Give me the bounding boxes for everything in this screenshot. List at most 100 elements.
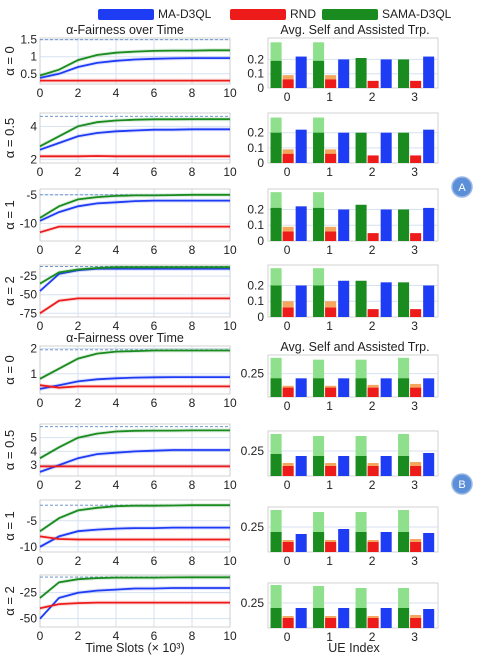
y-axis-label: α = 1 (2, 511, 17, 541)
bar-sama-d3ql (313, 207, 325, 241)
bar-chart-b-3: 0 1 2 3 0.25 (241, 582, 439, 644)
x-tick-label: 0 (284, 319, 291, 333)
x-tick-label: 4 (113, 86, 120, 100)
bar-rnd (410, 233, 422, 241)
legend: MA-D3QL RND SAMA-D3QL (0, 6, 485, 24)
bar-rnd (325, 153, 337, 163)
y-tick-label: 0.1 (247, 218, 264, 232)
y-tick-label: 0.2 (247, 126, 264, 140)
series-band-ma-d3ql (40, 375, 230, 391)
x-tick-label: 2 (369, 554, 376, 568)
bar-sama-self (355, 359, 367, 397)
bar-ma-d3ql (338, 280, 350, 317)
bar-ma-d3ql (295, 56, 307, 88)
bar-ma-d3ql (295, 534, 307, 552)
y-axis-label: α = 0 (2, 46, 17, 76)
bar-rnd (410, 466, 422, 476)
y-tick-label: 5 (30, 431, 37, 445)
y-tick-label: -75 (20, 306, 38, 320)
bar-sama-self (398, 357, 410, 397)
x-axis-label: Time Slots (× 10³) (85, 641, 184, 655)
bar-sama-d3ql (313, 60, 325, 88)
bar-sama-d3ql (398, 132, 410, 163)
legend-swatch-ma-d3ql (98, 8, 154, 20)
bar-sama-d3ql (355, 456, 367, 476)
bar-rnd (325, 542, 337, 552)
series-band-sama-d3ql (40, 192, 230, 220)
bar-ma-d3ql (380, 608, 392, 628)
panel-badge-b: B (451, 473, 473, 495)
x-tick-label: 2 (75, 478, 82, 492)
x-tick-label: 2 (75, 165, 82, 179)
bar-ma-d3ql (423, 56, 435, 88)
y-tick-label: 1 (30, 367, 37, 381)
bar-sama-d3ql (313, 378, 325, 397)
x-tick-label: 6 (151, 165, 158, 179)
y-tick-label: 0 (257, 310, 264, 324)
bar-ma-d3ql (338, 456, 350, 476)
bar-sama-d3ql (355, 132, 367, 163)
y-tick-label: -50 (20, 612, 38, 626)
series-band-sama-d3ql (40, 117, 230, 149)
x-tick-label: 2 (369, 165, 376, 179)
x-tick-label: 8 (189, 554, 196, 568)
bar-ma-d3ql (423, 453, 435, 476)
x-tick-label: 3 (411, 243, 418, 257)
x-tick-label: 6 (151, 478, 158, 492)
x-tick-label: 8 (189, 629, 196, 643)
bar-rnd (325, 231, 337, 241)
x-tick-label: 4 (113, 478, 120, 492)
x-tick-label: 2 (75, 629, 82, 643)
bar-ma-d3ql (295, 129, 307, 163)
bar-ma-d3ql (295, 456, 307, 476)
x-tick-label: 0 (37, 243, 44, 257)
bar-ma-d3ql (295, 285, 307, 317)
bar-ma-d3ql (423, 207, 435, 241)
x-tick-label: 3 (411, 554, 418, 568)
bar-ma-d3ql (380, 456, 392, 476)
bar-sama-d3ql (355, 58, 367, 88)
bar-sama-d3ql (355, 608, 367, 628)
x-tick-label: 10 (223, 396, 237, 410)
x-tick-label: 2 (369, 243, 376, 257)
bar-sama-self (270, 357, 282, 397)
legend-swatch-rnd (230, 8, 286, 20)
legend-item-ma-d3ql: MA-D3QL (98, 6, 211, 22)
y-tick-label: 0.2 (247, 202, 264, 216)
x-tick-label: 4 (113, 396, 120, 410)
plot-frame (267, 430, 439, 477)
bar-rnd (325, 307, 337, 317)
bar-ma-d3ql (423, 378, 435, 397)
bar-sama-d3ql (313, 132, 325, 163)
series-line-rnd (39, 601, 230, 610)
y-tick-label: -10 (20, 217, 38, 231)
legend-item-rnd: RND (230, 6, 316, 22)
bar-ma-d3ql (380, 378, 392, 397)
bar-sama-self (398, 510, 410, 552)
bar-ma-d3ql (338, 209, 350, 241)
y-axis-label: α = 1 (2, 200, 17, 230)
x-tick-label: 6 (151, 319, 158, 333)
x-tick-label: 2 (369, 630, 376, 644)
bar-rnd (325, 466, 337, 476)
chart-title: Avg. Self and Assisted Trp. (280, 23, 429, 37)
bar-rnd (367, 155, 379, 163)
series-line-ma-d3ql (39, 526, 230, 548)
y-tick-label: 0.1 (247, 67, 264, 81)
y-tick-label: 1.5 (20, 33, 37, 47)
x-tick-label: 3 (411, 319, 418, 333)
bar-ma-d3ql (423, 533, 435, 552)
x-tick-label: 4 (113, 629, 120, 643)
bar-sama-d3ql (398, 378, 410, 397)
x-tick-label: 2 (75, 554, 82, 568)
bar-rnd (367, 618, 379, 628)
badge-label: B (458, 479, 465, 491)
bar-sama-d3ql (398, 209, 410, 241)
x-tick-label: 6 (151, 243, 158, 257)
series-line-sama-d3ql (39, 49, 230, 77)
bar-sama-d3ql (270, 532, 282, 552)
y-axis-label: α = 0.5 (2, 118, 17, 158)
badge-circle (451, 176, 473, 198)
